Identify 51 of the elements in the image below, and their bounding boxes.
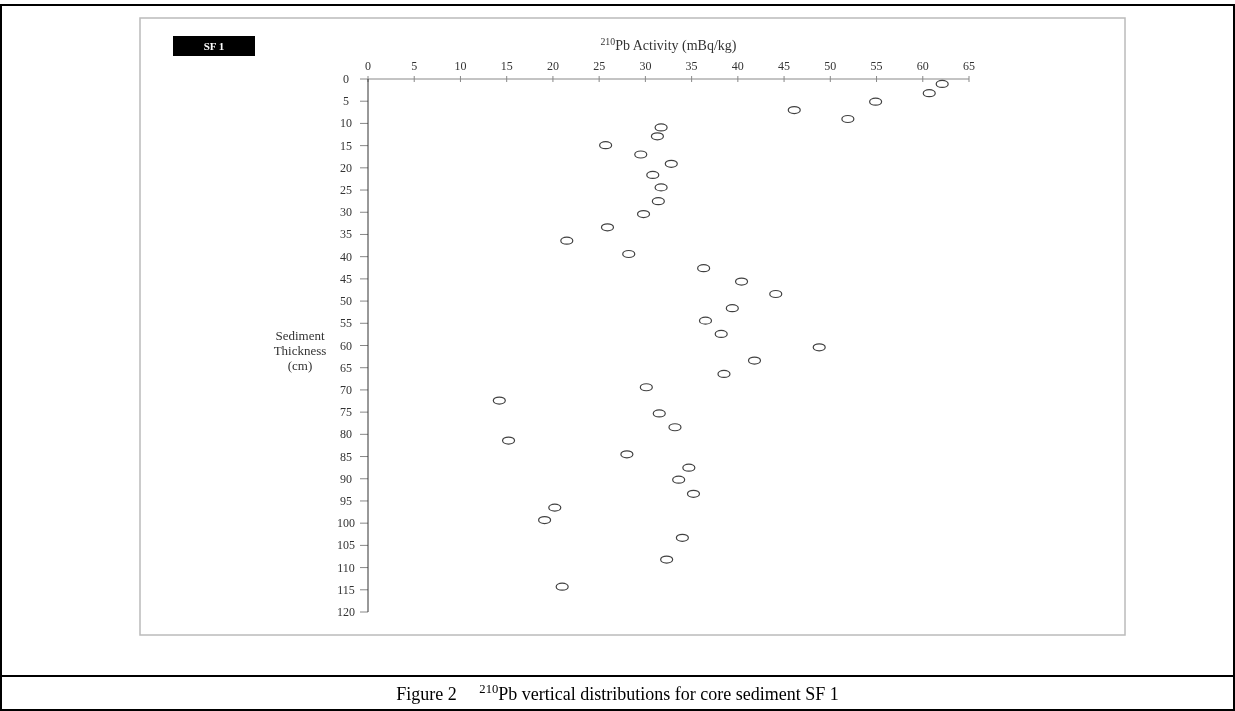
y-tick-label: 25 [340, 183, 352, 198]
y-tick-label: 95 [340, 493, 352, 508]
y-tick-label: 10 [340, 116, 352, 131]
y-tick-label: 85 [340, 449, 352, 464]
y-tick-label: 30 [340, 205, 352, 220]
point [646, 170, 660, 180]
x-tick-label: 65 [963, 59, 975, 73]
y-tick-label: 55 [340, 316, 352, 331]
y-tick-label: 80 [340, 427, 352, 442]
y-tick-label: 110 [337, 560, 355, 575]
y-tick-label: 0 [343, 72, 349, 86]
point [714, 329, 728, 339]
y-tick-label: 35 [340, 227, 352, 242]
x-tick-label: 20 [546, 59, 559, 73]
x-tick-label: 50 [824, 59, 837, 73]
text: SF 1 [203, 40, 225, 52]
y-tick-label: 15 [340, 138, 352, 153]
x-tick-label: 45 [778, 59, 791, 73]
point [841, 114, 855, 124]
y-tick-label: 70 [340, 382, 352, 397]
x-tick-label: 25 [593, 59, 606, 73]
y-tick-label: 105 [337, 538, 355, 553]
chart-title: Figure 2 $^{210}$Pb vertical distributions for core sediment SF 1 [396, 682, 839, 704]
point [717, 369, 731, 379]
x-tick-label: 60 [916, 59, 929, 73]
y-tick-label: 75 [340, 405, 352, 420]
x-tick-label: 10 [454, 59, 467, 73]
x-tick-label: 0 [365, 59, 371, 73]
point [787, 105, 801, 115]
x-tick-label: 40 [731, 59, 744, 73]
x-tick-label: 15 [500, 59, 513, 73]
point [769, 289, 783, 299]
y-tick-label: 65 [340, 360, 352, 375]
y-axis-title: Sediment Thickness (cm) [273, 328, 327, 373]
y-tick-label: 120 [337, 605, 355, 619]
x-axis-title: $^{210}$Pb Activity (mBq/kg) [600, 35, 737, 54]
x-tick-label: 30 [639, 59, 652, 73]
point [622, 249, 636, 259]
y-tick-label: 5 [343, 94, 349, 109]
y-tick-label: 40 [340, 249, 352, 264]
y-tick-label: 90 [340, 471, 352, 486]
y-tick-label: 60 [340, 338, 352, 353]
y-tick-label: 20 [340, 160, 352, 175]
y-tick-label: 45 [340, 271, 352, 286]
y-tick-label: 100 [337, 516, 355, 531]
y-tick-label: 115 [337, 582, 355, 597]
x-tick-label: 5 [411, 59, 418, 73]
x-tick-label: 55 [870, 59, 883, 73]
x-tick-label: 35 [685, 59, 698, 73]
point [538, 515, 552, 525]
y-tick-label: 50 [340, 294, 352, 309]
